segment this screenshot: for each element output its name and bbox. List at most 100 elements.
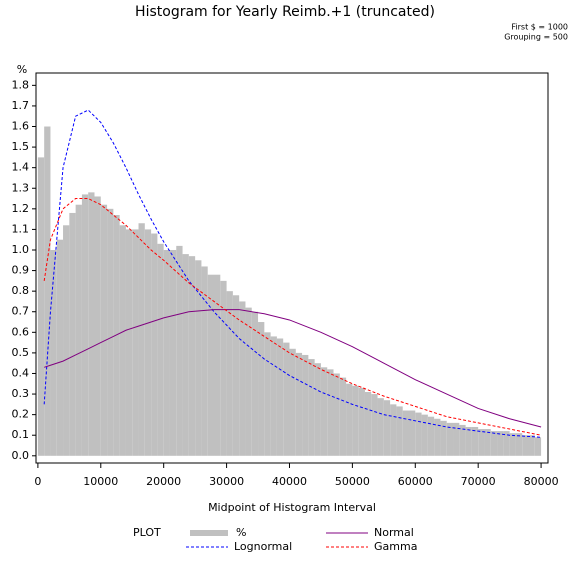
bar xyxy=(352,385,359,456)
bar xyxy=(459,424,466,456)
bar xyxy=(484,429,491,456)
bar xyxy=(333,373,340,456)
bar xyxy=(446,422,454,456)
bar xyxy=(346,383,353,456)
x-tick-label: 40000 xyxy=(272,475,307,488)
bar xyxy=(339,377,347,456)
bar xyxy=(509,433,516,456)
bar xyxy=(408,410,416,456)
y-tick-label: 0.0 xyxy=(12,449,30,462)
bar xyxy=(434,418,441,456)
legend-swatch xyxy=(190,530,228,536)
x-tick-label: 50000 xyxy=(335,475,370,488)
y-tick-label: 0.8 xyxy=(12,284,30,297)
bar xyxy=(169,249,177,456)
bar xyxy=(371,394,378,456)
x-tick-label: 70000 xyxy=(461,475,496,488)
bar xyxy=(528,435,535,456)
bar xyxy=(264,332,271,456)
legend-label: Normal xyxy=(374,526,414,539)
bar xyxy=(157,243,164,456)
x-tick-label: 0 xyxy=(34,475,41,488)
bar xyxy=(497,431,504,456)
bar xyxy=(119,225,126,456)
bar xyxy=(534,437,542,456)
bar xyxy=(289,348,296,456)
bar xyxy=(427,416,435,456)
y-tick-label: 1.8 xyxy=(12,78,30,91)
bar xyxy=(314,363,321,456)
y-tick-label: 0.9 xyxy=(12,264,30,277)
plot-frame xyxy=(35,72,549,464)
y-tick-label: 1.7 xyxy=(12,99,30,112)
y-tick-label: 1.6 xyxy=(12,120,30,133)
bar xyxy=(50,249,57,456)
chart-title: Histogram for Yearly Reimb.+1 (truncated… xyxy=(135,4,435,20)
bar xyxy=(251,311,259,456)
bar xyxy=(132,229,139,456)
bar xyxy=(163,249,170,456)
y-tick-label: 1.1 xyxy=(12,222,30,235)
y-tick-label: 1.0 xyxy=(12,243,30,256)
bar xyxy=(377,398,384,456)
bar xyxy=(107,208,114,456)
y-tick-label: 1.2 xyxy=(12,202,30,215)
bar xyxy=(503,431,510,456)
bar xyxy=(151,233,158,456)
bar xyxy=(421,414,428,456)
bar xyxy=(144,229,152,456)
bar xyxy=(515,433,523,456)
y-tick-label: 0.5 xyxy=(12,346,30,359)
bar xyxy=(478,429,485,456)
legend-label: Gamma xyxy=(374,540,417,553)
curve xyxy=(43,109,542,438)
y-axis-label: % xyxy=(17,63,27,76)
bar xyxy=(490,431,498,456)
curve xyxy=(44,309,542,428)
bar xyxy=(390,404,397,456)
bar xyxy=(245,307,252,456)
y-tick-label: 0.4 xyxy=(12,366,30,379)
bar xyxy=(295,352,303,456)
bar xyxy=(239,301,246,456)
x-tick-label: 60000 xyxy=(398,475,433,488)
bar xyxy=(402,410,409,456)
bar xyxy=(465,426,472,456)
bar xyxy=(37,157,45,456)
bar xyxy=(320,367,328,456)
y-tick-label: 1.3 xyxy=(12,181,30,194)
curve xyxy=(43,198,542,436)
x-tick-label: 10000 xyxy=(83,475,118,488)
bar xyxy=(188,256,196,456)
legend-label: Lognormal xyxy=(234,540,292,553)
bar xyxy=(383,400,391,456)
bar xyxy=(56,239,64,456)
bar xyxy=(207,274,215,456)
bar xyxy=(358,387,365,456)
y-tick-label: 1.5 xyxy=(12,140,30,153)
bar xyxy=(81,194,89,456)
note: First $ = 1000 xyxy=(511,23,568,32)
bar xyxy=(138,223,145,456)
x-tick-label: 80000 xyxy=(524,475,559,488)
bar xyxy=(176,245,183,456)
bar xyxy=(327,369,334,456)
bar xyxy=(226,291,233,456)
x-tick-label: 20000 xyxy=(146,475,181,488)
bar xyxy=(308,359,315,456)
legend-label: % xyxy=(236,526,246,539)
bar xyxy=(302,354,309,456)
legend-title: PLOT xyxy=(133,526,161,539)
bar xyxy=(364,391,372,456)
bar xyxy=(220,280,227,456)
bar xyxy=(258,322,265,456)
y-tick-label: 0.1 xyxy=(12,428,30,441)
bar xyxy=(88,192,95,456)
bar xyxy=(69,212,76,456)
bar xyxy=(415,412,422,456)
bar xyxy=(396,406,403,456)
bar xyxy=(100,204,108,456)
bar xyxy=(276,338,284,456)
bar xyxy=(522,435,529,456)
